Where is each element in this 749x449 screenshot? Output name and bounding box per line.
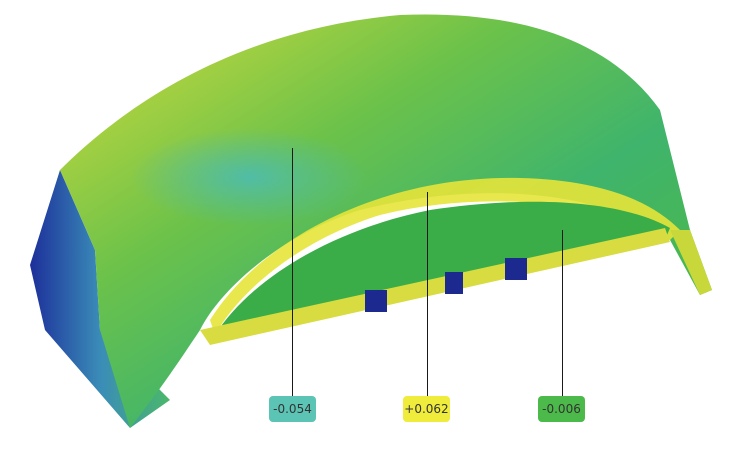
right-end-face bbox=[670, 230, 712, 295]
deviation-label-1: -0.054 bbox=[269, 396, 316, 422]
leader-line-1 bbox=[292, 148, 293, 396]
flange bbox=[200, 228, 670, 345]
deviation-label-2: +0.062 bbox=[403, 396, 450, 422]
left-end-face bbox=[30, 170, 170, 428]
leader-line-3 bbox=[562, 230, 563, 396]
inner-underside bbox=[215, 201, 670, 335]
deviation-label-3: -0.006 bbox=[538, 396, 585, 422]
leader-line-2 bbox=[427, 192, 428, 396]
